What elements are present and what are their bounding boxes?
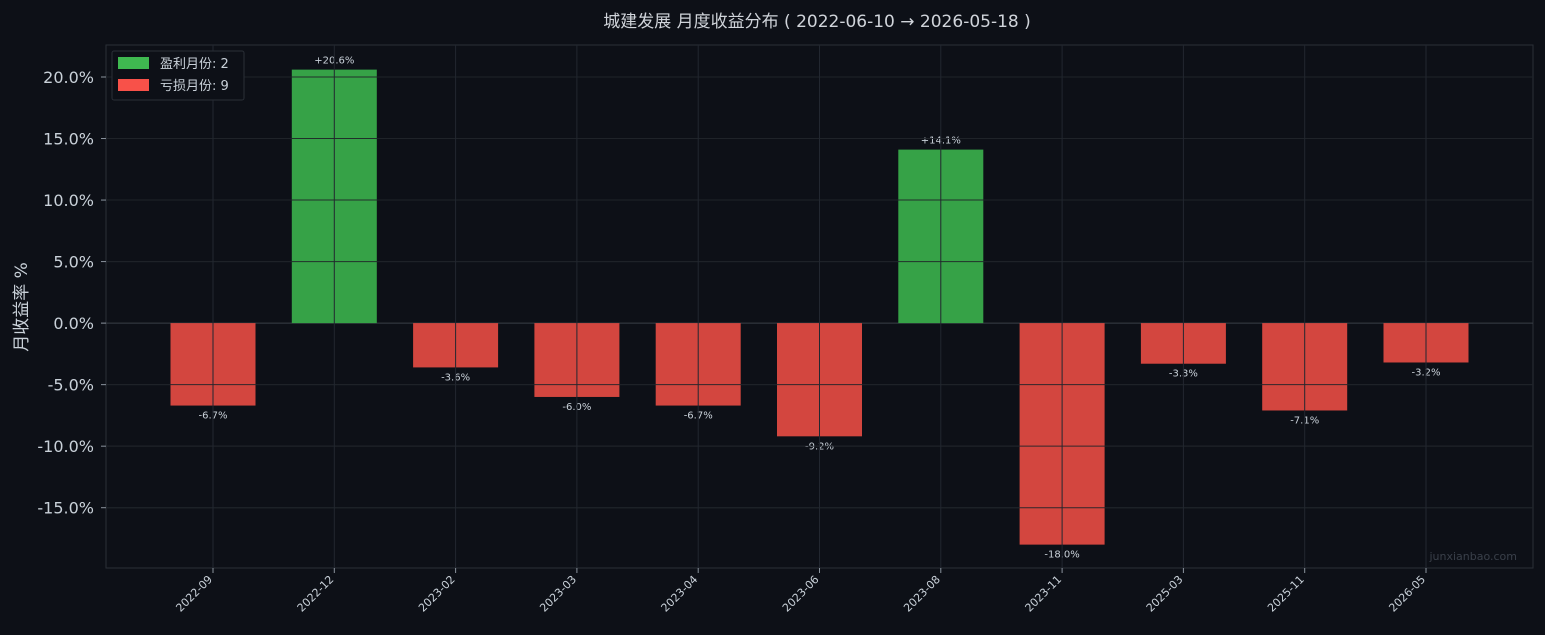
y-axis-label: 月收益率 % — [12, 262, 32, 352]
x-tick-label: 2023-08 — [901, 573, 943, 615]
x-tick-label: 2023-06 — [780, 573, 822, 615]
legend-swatch — [118, 57, 149, 69]
x-tick-label: 2022-09 — [173, 573, 215, 615]
y-tick-label: 0.0% — [53, 314, 94, 333]
legend-label: 亏损月份: 9 — [160, 79, 229, 94]
y-tick-label: -5.0% — [48, 376, 94, 395]
x-tick-label: 2022-12 — [295, 573, 337, 615]
x-tick-label: 2023-11 — [1023, 573, 1065, 615]
y-tick-label: 10.0% — [43, 191, 94, 210]
x-tick-label: 2023-02 — [416, 573, 458, 615]
x-tick-label: 2025-03 — [1144, 573, 1186, 615]
legend: 盈利月份: 2 亏损月份: 9 — [111, 50, 245, 101]
x-tick-label: 2025-11 — [1265, 573, 1307, 615]
plot-area: 20.0% 15.0% 10.0% 5.0% 0.0% -5.0% -10.0% -15.0%… — [37, 44, 1534, 615]
y-tick-label: 5.0% — [53, 253, 94, 272]
x-tick-label: 2026-05 — [1386, 573, 1428, 615]
y-tick-label: -15.0% — [37, 499, 94, 518]
legend-label: 盈利月份: 2 — [160, 57, 229, 72]
x-tick-label: 2023-04 — [659, 573, 701, 615]
y-tick-label: -10.0% — [37, 437, 94, 456]
x-tick-label: 2023-03 — [537, 573, 579, 615]
y-tick-label: 20.0% — [43, 68, 94, 87]
chart-title: 城建发展 月度收益分布 ( 2022-06-10 → 2026-05-18 ) — [603, 12, 1031, 32]
y-tick-label: 15.0% — [43, 130, 94, 149]
watermark: junxianbao.com — [1428, 550, 1517, 563]
legend-swatch — [118, 79, 149, 91]
